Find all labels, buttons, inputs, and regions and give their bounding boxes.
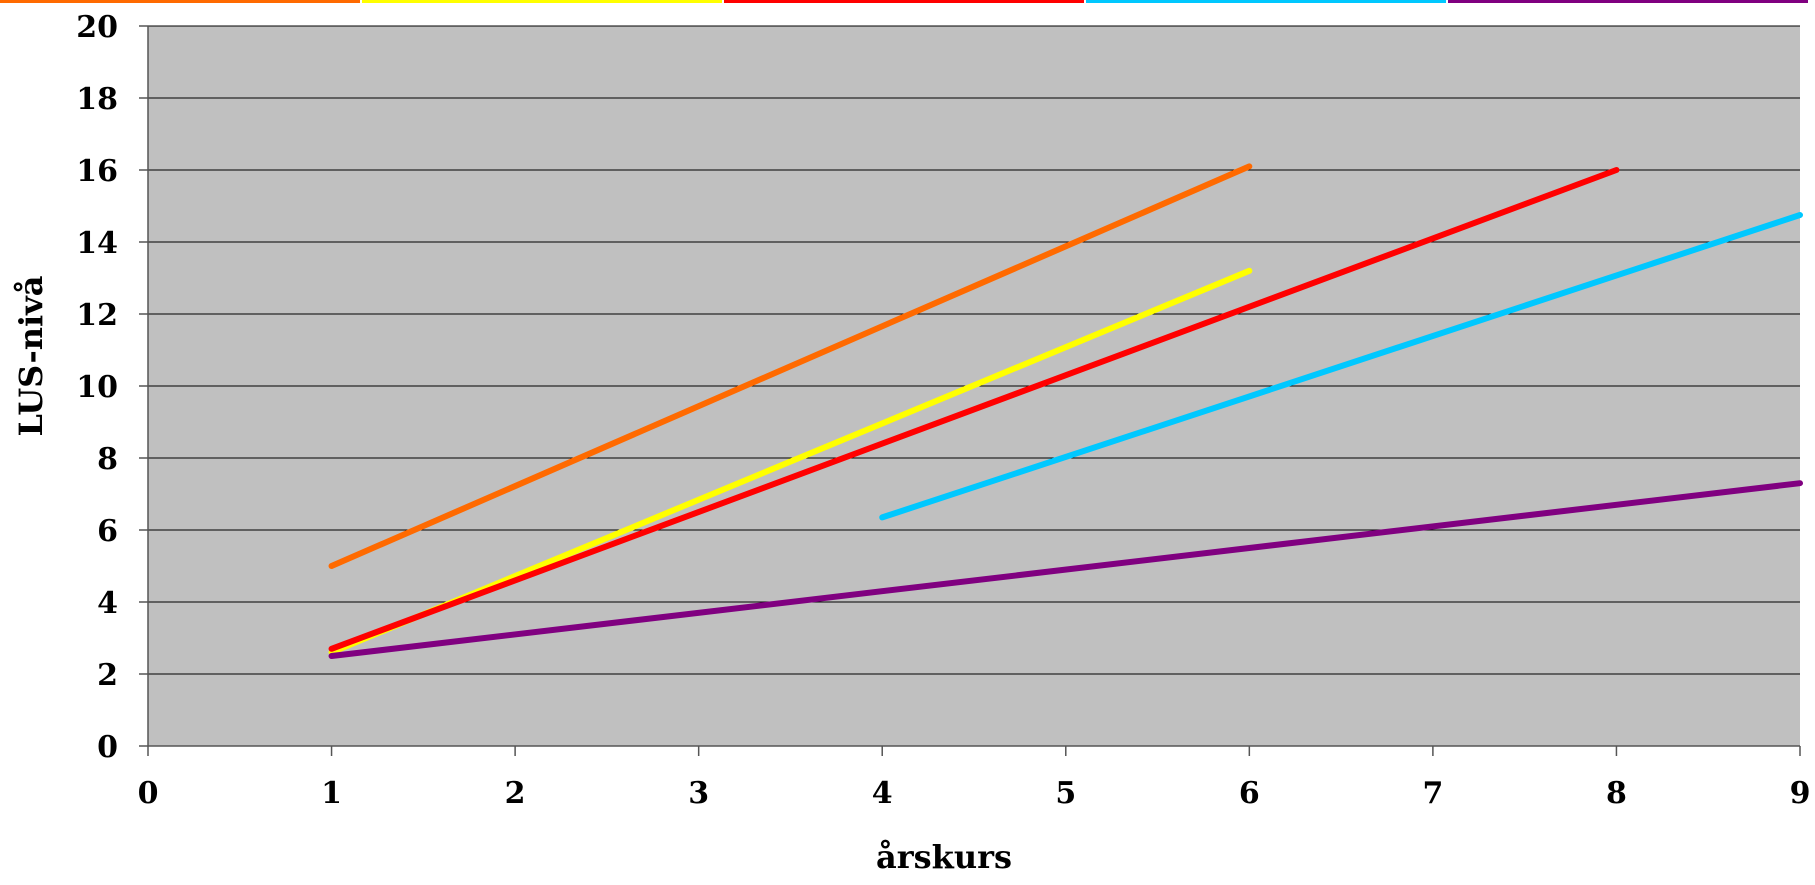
legend-swatch: [0, 0, 360, 3]
axes: [139, 25, 1801, 756]
x-tick-label: 1: [321, 776, 342, 811]
series-line-1: [328, 163, 1253, 569]
x-tick-label: 4: [872, 776, 893, 811]
legend-swatch: [1086, 0, 1446, 3]
series-line-5: [328, 480, 1803, 659]
y-tick-label: 20: [76, 10, 118, 45]
y-tick-label: 6: [97, 514, 118, 549]
y-tick-label: 12: [76, 298, 118, 333]
y-tick-label: 8: [97, 442, 118, 477]
legend-swatch: [1448, 0, 1808, 3]
y-tick-label: 2: [97, 658, 118, 693]
y-tick-label: 14: [76, 226, 118, 261]
x-tick-label: 5: [1055, 776, 1076, 811]
legend-swatch: [724, 0, 1084, 3]
y-tick-label: 0: [97, 730, 118, 765]
y-tick-label: 18: [76, 82, 118, 117]
x-tick-label: 3: [688, 776, 709, 811]
legend-swatch: [362, 0, 722, 3]
x-tick-label: 0: [138, 776, 159, 811]
x-tick-labels: 0 1 2 3 4 5 6 7 8 9: [138, 776, 1811, 811]
y-tick-label: 4: [97, 586, 118, 621]
x-tick-label: 7: [1422, 776, 1443, 811]
y-tick-labels: 0 2 4 6 8 10 12 14 16 18 20: [76, 10, 118, 765]
x-axis-title: årskurs: [876, 838, 1012, 876]
y-axis-title: LUS-nivå: [12, 276, 50, 437]
series-lines: [328, 163, 1803, 659]
series-line-4: [879, 212, 1803, 521]
y-tick-label: 16: [76, 154, 118, 189]
gridlines: [148, 25, 1800, 675]
legend-strip: [0, 0, 1808, 3]
series-line-3: [328, 167, 1620, 652]
x-tick-label: 2: [505, 776, 526, 811]
y-tick-label: 10: [76, 370, 118, 405]
x-tick-label: 6: [1239, 776, 1260, 811]
x-tick-label: 9: [1790, 776, 1811, 811]
x-tick-label: 8: [1606, 776, 1627, 811]
